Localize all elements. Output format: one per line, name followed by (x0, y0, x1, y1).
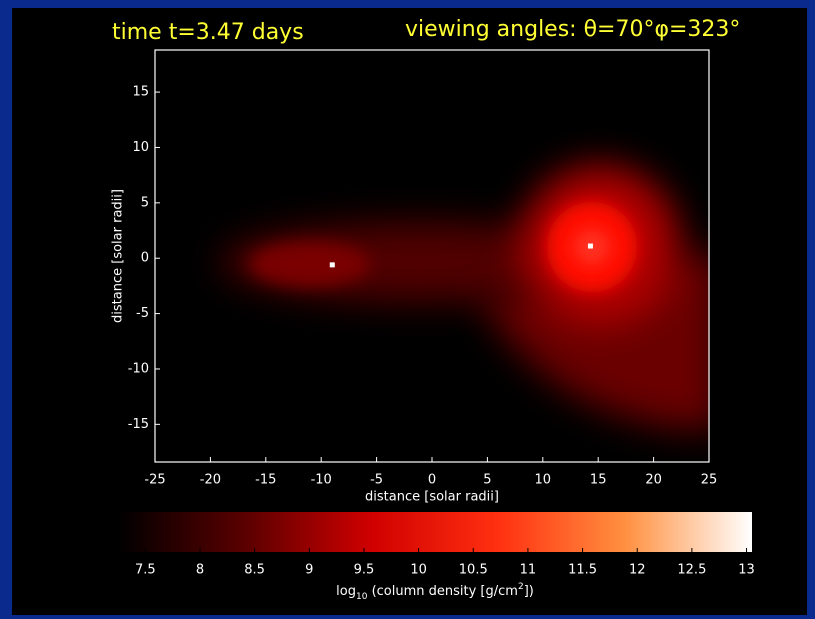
star (587, 243, 593, 249)
colorbar (118, 512, 752, 552)
x-tick-label: -25 (144, 473, 165, 488)
y-axis-label: distance [solar radii] (111, 189, 126, 323)
colorbar-tick-label: 12 (629, 563, 646, 578)
colorbar-label-part: (column density [g/cm (367, 584, 518, 599)
y-tick-label: -5 (136, 306, 149, 321)
y-tick-label: 10 (132, 140, 149, 155)
colorbar-tick-label: 11 (520, 563, 537, 578)
title: time t=3.47 days (112, 20, 304, 45)
colorbar-tick-label: 11.5 (568, 563, 597, 578)
x-tick-label: -20 (200, 473, 221, 488)
y-tick-label: 15 (132, 85, 149, 100)
subtitle: viewing angles: θ=70°φ=323° (405, 17, 740, 42)
y-tick-label: -15 (128, 417, 149, 432)
colorbar-label-part: 10 (356, 592, 368, 602)
colorbar-tick-label: 8.5 (244, 563, 265, 578)
colorbar-label: log10 (column density [g/cm2]) (336, 582, 534, 602)
colorbar-tick-label: 10 (410, 563, 427, 578)
x-tick-label: 5 (483, 473, 491, 488)
colorbar-tick-label: 10.5 (459, 563, 488, 578)
x-tick-label: -15 (255, 473, 276, 488)
x-tick-label: 0 (428, 473, 436, 488)
star (329, 262, 335, 268)
x-tick-label: 25 (701, 473, 718, 488)
y-tick-label: 5 (141, 195, 149, 210)
colorbar-tick-label: 12.5 (677, 563, 706, 578)
x-tick-label: -5 (370, 473, 383, 488)
density-image (155, 50, 709, 462)
y-tick-label: -10 (128, 361, 149, 376)
x-tick-label: 10 (535, 473, 552, 488)
colorbar-tick-label: 7.5 (135, 563, 156, 578)
colorbar-tick-label: 9 (305, 563, 313, 578)
colorbar-label-part: ]) (524, 584, 534, 599)
y-tick-label: 0 (141, 251, 149, 266)
colorbar-label-part: 2 (518, 582, 524, 592)
colorbar-tick-label: 8 (196, 563, 204, 578)
colorbar-tick-label: 9.5 (354, 563, 375, 578)
x-tick-label: 15 (590, 473, 607, 488)
x-tick-label: -10 (311, 473, 332, 488)
colorbar-tick-label: 13 (738, 563, 755, 578)
x-axis-label: distance [solar radii] (365, 490, 499, 505)
colorbar-label-part: log (336, 584, 356, 599)
x-tick-label: 20 (645, 473, 662, 488)
